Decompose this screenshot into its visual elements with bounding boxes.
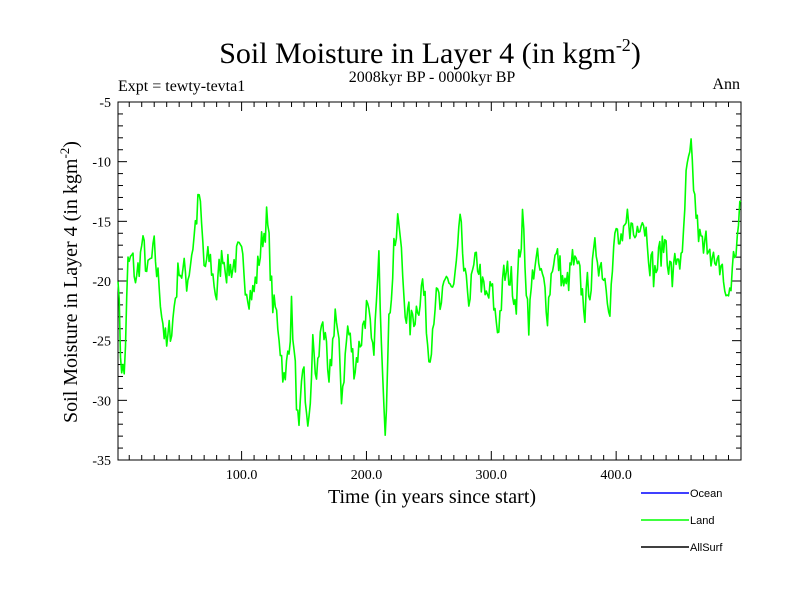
x-axis-label: Time (in years since start) — [328, 486, 536, 508]
y-axis-ticks — [118, 113, 741, 449]
x-axis-ticks — [128, 102, 730, 460]
legend-land-label: Land — [690, 515, 714, 527]
x-tick-label: 100.0 — [226, 468, 258, 483]
y-tick-label: -10 — [92, 156, 111, 171]
y-tick-label: -15 — [92, 215, 111, 230]
series-land-line — [117, 138, 742, 437]
chart-title: Soil Moisture in Layer 4 (in kgm-2) — [219, 35, 641, 70]
chart-subtitle: 2008kyr BP - 0000kyr BP — [349, 69, 516, 86]
x-tick-label: 400.0 — [600, 468, 632, 483]
y-axis-tick-labels: -35 -30 -25 -20 -15 -10 -5 — [92, 96, 111, 469]
x-tick-label: 200.0 — [351, 468, 383, 483]
legend: Ocean Land AllSurf — [641, 488, 723, 554]
y-tick-label: -25 — [92, 335, 111, 350]
plot-frame — [117, 101, 742, 461]
experiment-label: Expt = tewty-tevta1 — [118, 78, 245, 95]
y-tick-label: -30 — [92, 394, 111, 409]
x-axis-tick-labels: 100.0 200.0 300.0 400.0 — [226, 468, 632, 483]
legend-allsurf-label: AllSurf — [690, 542, 723, 554]
y-axis-label: Soil Moisture in Layer 4 (in kgm-2) — [57, 141, 82, 423]
y-tick-label: -5 — [99, 96, 111, 111]
season-label: Ann — [712, 76, 740, 93]
y-tick-label: -20 — [92, 275, 111, 290]
y-tick-label: -35 — [92, 454, 111, 469]
legend-ocean-label: Ocean — [690, 488, 722, 500]
x-tick-label: 300.0 — [476, 468, 508, 483]
